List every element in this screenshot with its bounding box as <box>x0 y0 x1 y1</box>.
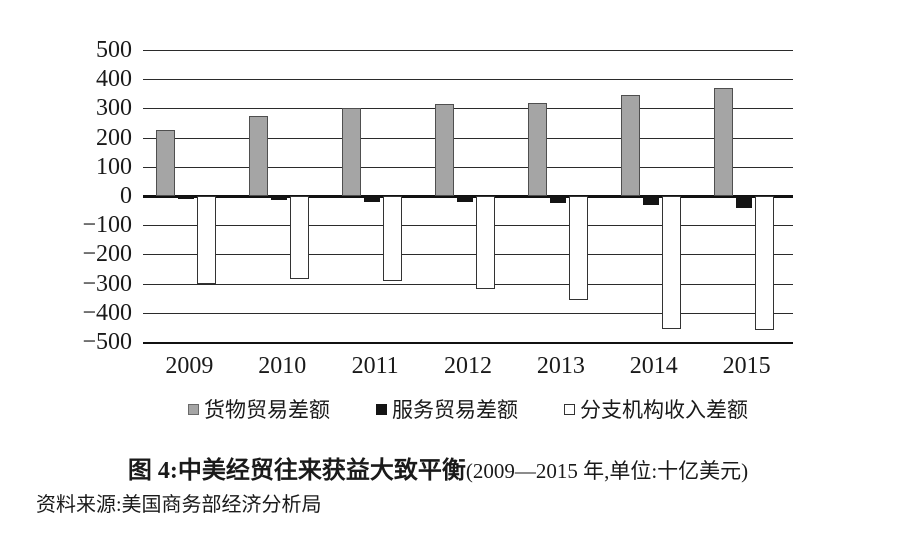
gridline-−500 <box>143 342 793 344</box>
legend-item-services: 服务贸易差额 <box>376 394 518 424</box>
goods-series-marker-icon <box>188 403 199 415</box>
gridline-−200 <box>143 254 793 256</box>
bar-services-2014 <box>642 196 659 205</box>
gridline-−100 <box>143 225 793 227</box>
x-tick-label-2012: 2012 <box>443 353 492 379</box>
bar-branch-2015 <box>754 196 774 331</box>
y-tick-label-−300: −300 <box>82 270 132 297</box>
bar-branch-2010 <box>290 196 310 280</box>
y-tick-label-−400: −400 <box>82 299 132 326</box>
bar-branch-2012 <box>475 196 495 290</box>
source-note: 资料来源:美国商务部经济分析局 <box>36 494 322 516</box>
legend-item-branch-income: 分支机构收入差额 <box>564 394 748 424</box>
y-tick-label-200: 200 <box>96 124 132 151</box>
caption-title: 中美经贸往来获益大致平衡 <box>177 458 466 484</box>
gridline-100 <box>143 166 793 168</box>
y-axis: 500 400 300 200 100 0 −100 −200 −300 −400 −500 <box>0 37 132 355</box>
bar-services-2015 <box>735 196 752 208</box>
x-tick-label-2013: 2013 <box>536 353 585 379</box>
y-tick-label-−100: −100 <box>82 212 132 239</box>
legend: 货物贸易差额 服务贸易差额 分支机构收入差额 <box>143 394 793 424</box>
bar-goods-2015 <box>713 87 733 196</box>
gridline-500 <box>143 50 793 51</box>
bar-services-2009 <box>178 196 195 199</box>
x-tick-label-2011: 2011 <box>351 353 399 379</box>
y-tick-label-500: 500 <box>96 37 132 63</box>
gridline-−300 <box>143 283 793 285</box>
x-tick-label-2014: 2014 <box>629 353 678 379</box>
gridline-200 <box>143 137 793 139</box>
services-series-marker-icon <box>376 403 387 415</box>
y-tick-label-100: 100 <box>96 153 132 180</box>
gridline-−400 <box>143 312 793 314</box>
bar-goods-2014 <box>620 95 640 196</box>
branch-income-series-marker-icon <box>564 403 575 415</box>
bar-branch-2013 <box>568 196 588 300</box>
branch-income-series-label: 分支机构收入差额 <box>580 398 748 422</box>
caption-number: 图 4: <box>127 458 178 484</box>
bar-goods-2011 <box>342 108 362 196</box>
y-tick-label-400: 400 <box>96 66 132 93</box>
x-tick-label-2009: 2009 <box>165 353 214 379</box>
bar-branch-2009 <box>197 196 217 284</box>
caption-subtitle: (2009—2015 年,单位:十亿美元) <box>465 459 749 483</box>
gridline-300 <box>143 108 793 110</box>
y-tick-label-−500: −500 <box>82 329 132 355</box>
services-series-label: 服务贸易差额 <box>392 398 518 422</box>
gridline-400 <box>143 79 793 81</box>
bar-services-2013 <box>549 196 566 204</box>
bar-services-2010 <box>271 196 288 201</box>
bar-branch-2014 <box>661 196 681 329</box>
x-axis: 2009 2010 2011 2012 2013 2014 2015 <box>143 351 793 383</box>
bar-goods-2010 <box>249 115 269 196</box>
bar-goods-2009 <box>156 130 176 196</box>
bar-services-2012 <box>456 196 473 202</box>
plot-area <box>143 50 793 344</box>
x-tick-label-2010: 2010 <box>258 353 307 379</box>
legend-item-goods: 货物贸易差额 <box>188 394 330 424</box>
y-tick-label-0: 0 <box>120 183 132 209</box>
x-tick-label-2015: 2015 <box>722 353 771 379</box>
bar-goods-2013 <box>527 102 547 196</box>
goods-series-label: 货物贸易差额 <box>204 398 330 422</box>
bar-branch-2011 <box>383 196 403 281</box>
y-tick-label-−200: −200 <box>82 241 132 268</box>
figure-caption: 图 4:中美经贸往来获益大致平衡(2009—2015 年,单位:十亿美元) <box>0 450 876 485</box>
y-tick-label-300: 300 <box>96 95 132 122</box>
bar-goods-2012 <box>434 104 454 196</box>
bar-services-2011 <box>364 196 381 202</box>
